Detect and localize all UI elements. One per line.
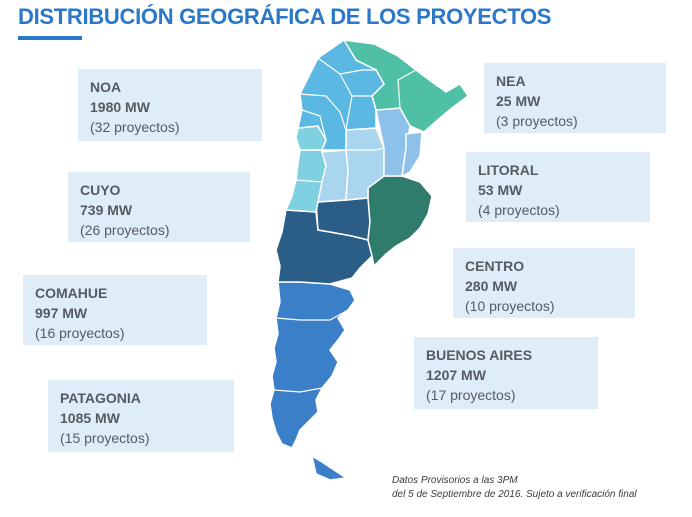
region-capacity: 739 MW — [80, 202, 133, 218]
region-box-noa: NOA 1980 MW (32 proyectos) — [78, 69, 262, 141]
region-box-nea: NEA 25 MW (3 proyectos) — [484, 63, 666, 133]
footnote: Datos Provisorios a las 3PM del 5 de Sep… — [392, 474, 637, 502]
region-capacity: 25 MW — [496, 93, 541, 109]
region-capacity: 1085 MW — [60, 410, 120, 426]
region-projects: (17 proyectos) — [426, 387, 516, 403]
page-title: DISTRIBUCIÓN GEOGRÁFICA DE LOS PROYECTOS — [18, 4, 552, 29]
region-capacity: 1980 MW — [90, 99, 150, 115]
region-name: CUYO — [80, 182, 121, 198]
region-projects: (4 proyectos) — [478, 202, 560, 218]
region-centro-santafe-shape — [345, 127, 385, 201]
footnote-line: Datos Provisorios a las 3PM — [392, 475, 518, 486]
region-tierra-del-fuego-shape — [310, 454, 349, 481]
region-box-patagonia: PATAGONIA 1085 MW (15 proyectos) — [48, 380, 234, 452]
region-box-litoral: LITORAL 53 MW (4 proyectos) — [466, 152, 650, 222]
region-buenos-aires-shape — [367, 175, 433, 268]
region-name: NOA — [90, 79, 122, 95]
footnote-line: del 5 de Septiembre de 2016. Sujeto a ve… — [392, 489, 637, 500]
region-name: COMAHUE — [35, 285, 108, 301]
region-box-centro: CENTRO 280 MW (10 proyectos) — [453, 248, 635, 318]
region-projects: (15 proyectos) — [60, 430, 150, 446]
region-capacity: 1207 MW — [426, 367, 486, 383]
region-box-cuyo: CUYO 739 MW (26 proyectos) — [68, 172, 250, 242]
region-projects: (10 proyectos) — [465, 298, 555, 314]
region-name: LITORAL — [478, 162, 539, 178]
region-patagonia-shape — [269, 281, 356, 449]
region-capacity: 280 MW — [465, 278, 518, 294]
region-projects: (16 proyectos) — [35, 325, 125, 341]
region-name: BUENOS AIRES — [426, 347, 533, 363]
region-box-buenos-aires: BUENOS AIRES 1207 MW (17 proyectos) — [414, 337, 598, 409]
region-projects: (3 proyectos) — [496, 113, 578, 129]
title-underline — [18, 36, 82, 40]
region-capacity: 997 MW — [35, 305, 88, 321]
region-projects: (26 proyectos) — [80, 222, 170, 238]
region-litoral-entrerios-shape — [401, 131, 423, 178]
region-capacity: 53 MW — [478, 182, 523, 198]
region-projects: (32 proyectos) — [90, 119, 180, 135]
province-borders — [273, 57, 417, 393]
region-name: CENTRO — [465, 258, 525, 274]
region-name: PATAGONIA — [60, 390, 141, 406]
region-name: NEA — [496, 73, 526, 89]
region-box-comahue: COMAHUE 997 MW (16 proyectos) — [23, 275, 207, 345]
region-noa-shape — [297, 38, 385, 151]
